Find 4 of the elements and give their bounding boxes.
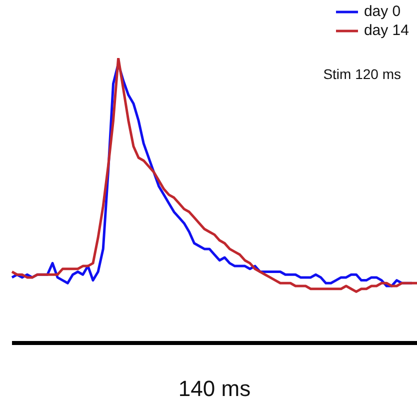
legend-label: day 14 (364, 21, 409, 40)
x-axis-title: 140 ms (178, 376, 251, 401)
annotation: Stim 120 ms (323, 66, 401, 82)
legend-label: day 0 (364, 2, 401, 21)
